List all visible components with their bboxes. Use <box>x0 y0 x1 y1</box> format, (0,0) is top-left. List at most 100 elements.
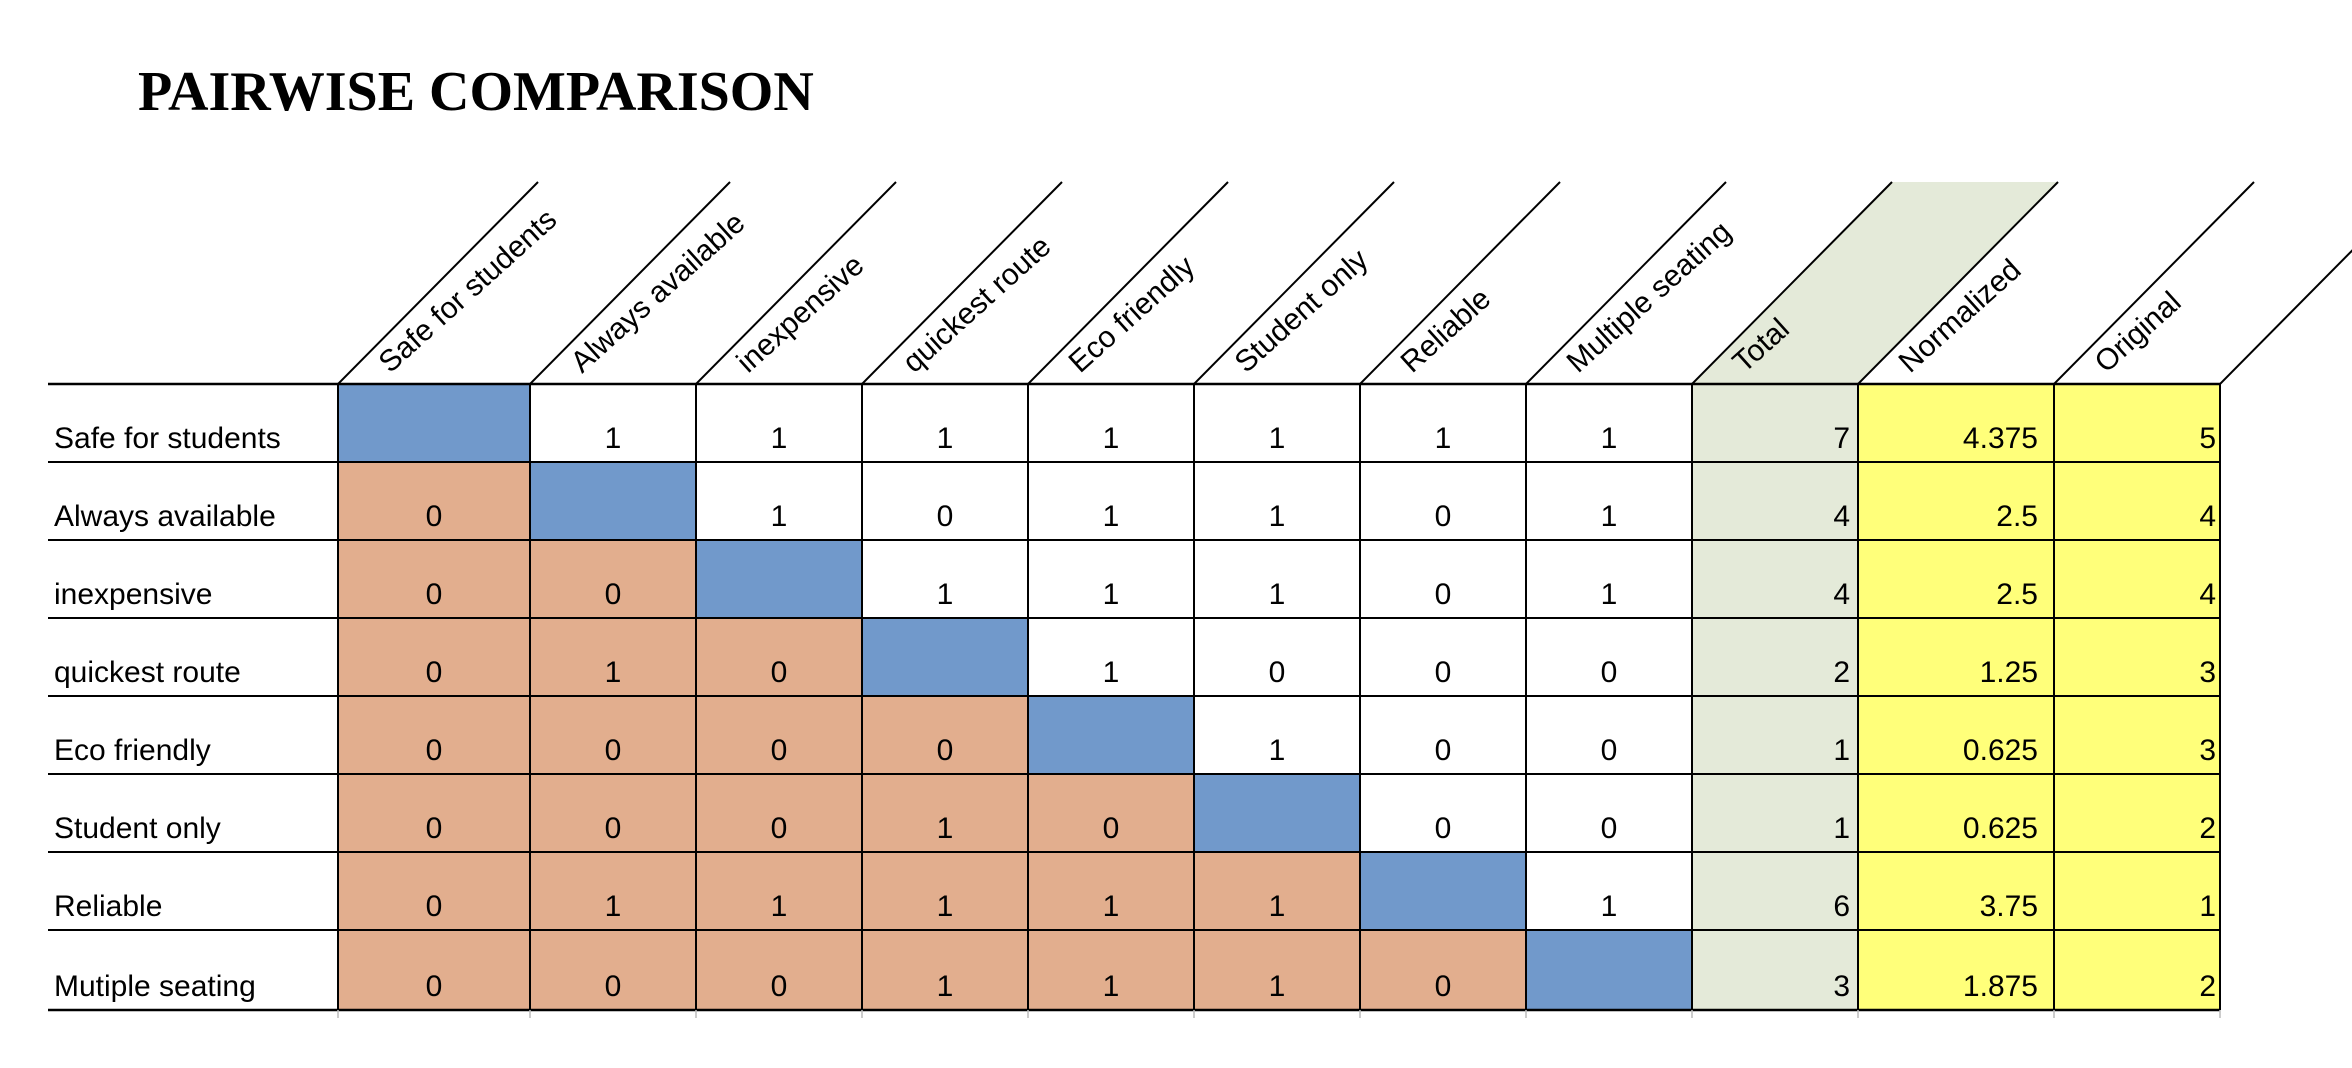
table-cell <box>1360 696 1526 774</box>
table-cell <box>1526 384 1692 462</box>
table-cell <box>1028 852 1194 930</box>
table-cell <box>696 930 862 1010</box>
table-cell <box>1194 696 1360 774</box>
column-header-quickest-route: quickest route <box>897 230 1058 380</box>
cell-value: 1 <box>937 422 954 455</box>
table-cell <box>862 696 1028 774</box>
table-cell <box>1028 618 1194 696</box>
table-cell <box>1692 618 1858 696</box>
normalized-value: 2.5 <box>1996 500 2038 533</box>
table-cell <box>530 774 696 852</box>
table-cell <box>2054 540 2220 618</box>
cell-value: 0 <box>937 500 954 533</box>
table-cell <box>696 384 862 462</box>
header-slant-line <box>1857 181 2059 385</box>
cell-value: 0 <box>605 970 622 1003</box>
table-cell <box>1194 384 1360 462</box>
table-cell <box>1692 774 1858 852</box>
cell-value: 1 <box>1269 500 1286 533</box>
cell-value: 1 <box>1435 422 1452 455</box>
original-value: 5 <box>2199 422 2216 455</box>
table-cell <box>1858 384 2054 462</box>
total-value: 2 <box>1833 656 1850 689</box>
normalized-value: 0.625 <box>1963 734 2038 767</box>
cell-value: 0 <box>426 890 443 923</box>
table-cell <box>1360 540 1526 618</box>
table-cell <box>530 540 696 618</box>
table-cell <box>862 540 1028 618</box>
original-value: 2 <box>2199 812 2216 845</box>
row-label: Mutiple seating <box>54 970 256 1003</box>
original-value: 4 <box>2199 500 2216 533</box>
cell-value: 1 <box>937 812 954 845</box>
table-cell <box>862 852 1028 930</box>
cell-value: 1 <box>1269 578 1286 611</box>
original-value: 3 <box>2199 656 2216 689</box>
diagonal-cell <box>1028 696 1194 774</box>
cell-value: 0 <box>605 578 622 611</box>
cell-value: 0 <box>937 734 954 767</box>
cell-value: 1 <box>1269 734 1286 767</box>
header-slant-line <box>2219 249 2352 385</box>
table-cell <box>1194 618 1360 696</box>
table-cell <box>530 852 696 930</box>
cell-value: 1 <box>937 890 954 923</box>
cell-value: 1 <box>1269 890 1286 923</box>
cell-fills <box>338 182 2220 1010</box>
cell-value: 1 <box>605 890 622 923</box>
table-cell <box>696 618 862 696</box>
table-cell <box>1028 540 1194 618</box>
cell-value: 0 <box>426 656 443 689</box>
total-value: 4 <box>1833 578 1850 611</box>
table-cell <box>1692 852 1858 930</box>
cell-value: 0 <box>1601 812 1618 845</box>
table-cell <box>1194 930 1360 1010</box>
table-cell <box>1692 540 1858 618</box>
table-cell <box>1526 618 1692 696</box>
table-cell <box>1526 696 1692 774</box>
cell-value: 1 <box>605 422 622 455</box>
diagonal-cell <box>338 384 530 462</box>
table-cell <box>1028 930 1194 1010</box>
cell-value: 0 <box>771 970 788 1003</box>
row-label: quickest route <box>54 656 241 689</box>
original-value: 4 <box>2199 578 2216 611</box>
table-cell <box>1858 618 2054 696</box>
diagonal-cell <box>1360 852 1526 930</box>
table-cell <box>2054 696 2220 774</box>
cell-value: 0 <box>1435 812 1452 845</box>
table-cell <box>1692 696 1858 774</box>
header-slant-line <box>1359 181 1561 385</box>
table-cell <box>862 774 1028 852</box>
header-slant-line <box>1691 181 1893 385</box>
cell-value: 1 <box>937 578 954 611</box>
table-cell <box>1028 462 1194 540</box>
cell-value: 0 <box>605 734 622 767</box>
table-cell <box>338 540 530 618</box>
row-label: Eco friendly <box>54 734 211 767</box>
cell-value: 0 <box>1435 656 1452 689</box>
table-cell <box>1194 852 1360 930</box>
cell-value: 0 <box>426 812 443 845</box>
table-cell <box>1526 540 1692 618</box>
table-cell <box>1526 852 1692 930</box>
cell-value: 0 <box>771 812 788 845</box>
cell-value: 1 <box>1269 422 1286 455</box>
column-header-always-available: Always available <box>565 206 752 379</box>
table-cell <box>530 384 696 462</box>
cell-value: 0 <box>1269 656 1286 689</box>
table-cell <box>1360 462 1526 540</box>
cell-value: 0 <box>426 734 443 767</box>
table-cell <box>1028 384 1194 462</box>
cell-value: 0 <box>1601 656 1618 689</box>
table-cell <box>1858 930 2054 1010</box>
table-cell <box>1194 462 1360 540</box>
table-cell <box>862 930 1028 1010</box>
table-cell <box>862 384 1028 462</box>
total-header-band <box>1692 182 2058 384</box>
table-cell <box>338 852 530 930</box>
table-cell <box>1360 774 1526 852</box>
cell-value: 1 <box>771 500 788 533</box>
total-value: 1 <box>1833 734 1850 767</box>
cell-value: 1 <box>1269 970 1286 1003</box>
